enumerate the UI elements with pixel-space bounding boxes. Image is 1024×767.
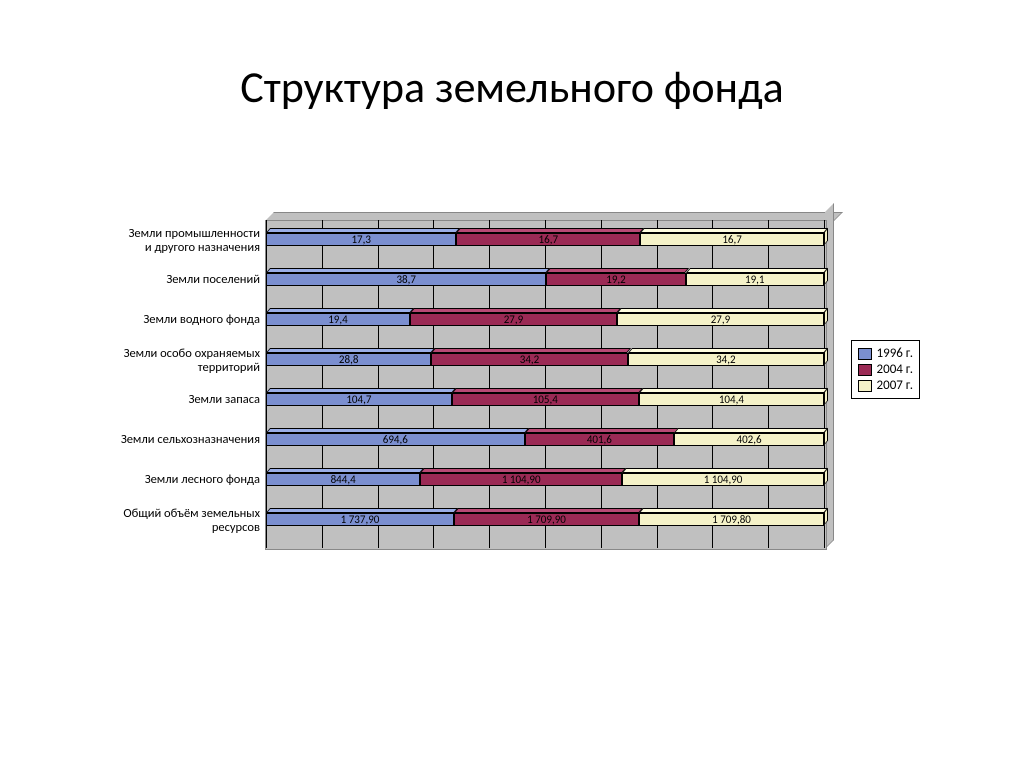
bar-segment: 16,7 (456, 233, 640, 246)
bar-segment: 1 104,90 (622, 473, 824, 486)
bar-segment: 401,6 (525, 433, 675, 446)
bar-segment: 38,7 (266, 273, 546, 286)
bar-segment: 1 737,90 (266, 513, 454, 526)
legend-label-1996: 1996 г. (877, 346, 913, 361)
category-label: Земли поселений (120, 273, 260, 287)
bar-row: 1 737,901 709,901 709,80 (266, 513, 824, 543)
legend-label-2004: 2004 г. (877, 362, 913, 377)
legend-swatch-2007 (858, 380, 872, 392)
category-label: Земли сельхозназначения (120, 433, 260, 447)
bar-segment: 104,7 (266, 393, 452, 406)
bar-segment: 19,1 (686, 273, 824, 286)
bar-segment: 1 709,80 (639, 513, 824, 526)
bar-segment: 104,4 (639, 393, 824, 406)
bar-segment: 27,9 (410, 313, 617, 326)
bar-segment: 1 709,90 (454, 513, 639, 526)
category-label: Земли водного фонда (120, 313, 260, 327)
bar-row: 694,6401,6402,6 (266, 433, 824, 463)
category-label: Земли лесного фонда (120, 473, 260, 487)
chart-legend: 1996 г. 2004 г. 2007 г. (851, 340, 920, 399)
bar-row: 38,719,219,1 (266, 273, 824, 303)
bar-segment: 402,6 (674, 433, 824, 446)
category-label: Земли особо охраняемых территорий (120, 347, 260, 375)
bar-segment: 27,9 (617, 313, 824, 326)
legend-label-2007: 2007 г. (877, 378, 913, 393)
bar-row: 104,7105,4104,4 (266, 393, 824, 423)
bar-segment: 16,7 (640, 233, 824, 246)
legend-swatch-2004 (858, 364, 872, 376)
bar-segment: 19,2 (546, 273, 685, 286)
slide-title: Структура земельного фонда (0, 60, 1024, 114)
bar-segment: 105,4 (452, 393, 639, 406)
bar-segment: 694,6 (266, 433, 525, 446)
category-label: Земли промышленности и другого назначени… (120, 227, 260, 255)
bar-segment: 34,2 (431, 353, 627, 366)
bar-segment: 28,8 (266, 353, 431, 366)
bar-row: 844,41 104,901 104,90 (266, 473, 824, 503)
legend-swatch-1996 (858, 348, 872, 360)
bar-row: 19,427,927,9 (266, 313, 824, 343)
bar-segment: 1 104,90 (420, 473, 622, 486)
bar-segment: 844,4 (266, 473, 420, 486)
legend-item-2007: 2007 г. (858, 378, 913, 393)
category-label: Общий объём земельных ресурсов (120, 507, 260, 535)
legend-item-2004: 2004 г. (858, 362, 913, 377)
land-structure-chart: Земли промышленности и другого назначени… (120, 220, 910, 565)
bar-row: 28,834,234,2 (266, 353, 824, 383)
bar-segment: 19,4 (266, 313, 410, 326)
category-label: Земли запаса (120, 393, 260, 407)
bar-segment: 17,3 (266, 233, 456, 246)
legend-item-1996: 1996 г. (858, 346, 913, 361)
bar-segment: 34,2 (628, 353, 824, 366)
bar-row: 17,316,716,7 (266, 233, 824, 263)
